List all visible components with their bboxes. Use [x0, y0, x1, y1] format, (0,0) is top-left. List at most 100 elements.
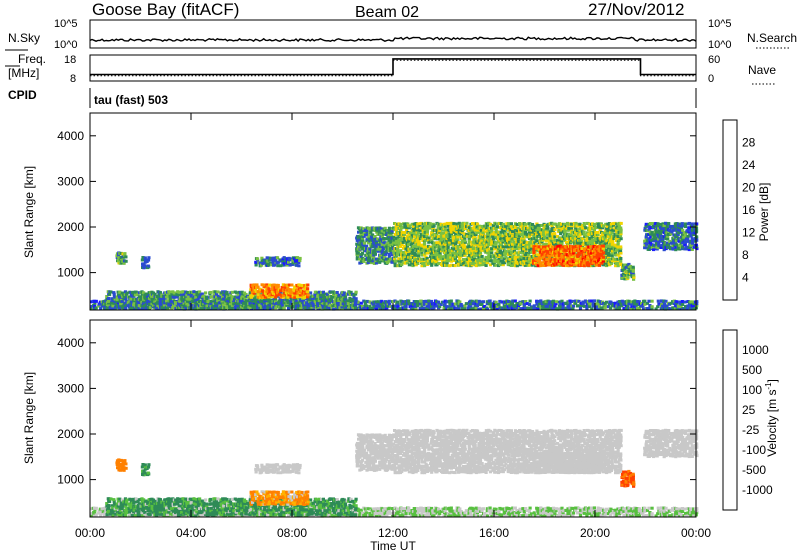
- echo-cell: [477, 255, 481, 259]
- echo-cell: [397, 241, 401, 245]
- echo-cell: [528, 237, 532, 241]
- echo-cell: [119, 297, 124, 301]
- echo-cell: [678, 300, 682, 304]
- echo-cell: [403, 261, 407, 265]
- echo-cell: [177, 293, 181, 297]
- echo-cell: [334, 295, 338, 299]
- echo-cell: [105, 306, 109, 310]
- echo-cell: [546, 226, 550, 230]
- echo-cell: [359, 241, 363, 245]
- echo-cell: [395, 300, 400, 304]
- echo-cell: [290, 283, 294, 287]
- echo-cell: [421, 248, 425, 252]
- echo-cell: [337, 304, 341, 307]
- echo-cell: [419, 234, 424, 238]
- echo-cell: [641, 304, 645, 307]
- echo-cell: [206, 300, 210, 303]
- echo-cell: [444, 243, 448, 246]
- echo-cell: [397, 232, 401, 236]
- echo-cell: [369, 226, 373, 230]
- echo-cell: [374, 257, 378, 261]
- echo-cell: [399, 249, 403, 253]
- echo-cell: [658, 302, 662, 306]
- echo-cell: [409, 243, 414, 247]
- echo-cell: [362, 307, 366, 311]
- echo-cell: [477, 224, 481, 228]
- echo-cell: [355, 255, 359, 259]
- echo-cell: [122, 297, 126, 301]
- echo-cell: [609, 226, 613, 230]
- echo-cell: [543, 242, 547, 246]
- echo-cell: [254, 302, 258, 305]
- echo-cell: [245, 299, 249, 303]
- echo-cell: [559, 222, 564, 226]
- echo-cell: [484, 264, 488, 267]
- echo-cell: [423, 253, 427, 257]
- echo-cell: [630, 306, 634, 310]
- echo-cell: [689, 300, 693, 304]
- echo-cell: [477, 251, 481, 255]
- echo-cell: [485, 302, 489, 306]
- echo-cell: [372, 239, 376, 243]
- echo-cell: [403, 251, 407, 255]
- echo-cell: [327, 299, 331, 303]
- echo-cell: [610, 251, 614, 255]
- echo-cell: [394, 259, 398, 263]
- echo-cell: [293, 295, 297, 299]
- echo-cell: [398, 230, 403, 234]
- echo-cell: [386, 261, 390, 264]
- echo-cell: [383, 252, 387, 256]
- echo-cell: [609, 306, 613, 310]
- echo-cell: [568, 235, 572, 239]
- echo-cell: [607, 261, 611, 265]
- echo-cell: [425, 230, 429, 234]
- echo-cell: [619, 232, 623, 236]
- echo-cell: [469, 232, 473, 236]
- echo-cell: [420, 259, 424, 263]
- echo-cell: [396, 307, 400, 311]
- echo-cell: [462, 228, 466, 231]
- echo-cell: [276, 286, 280, 290]
- echo-cell: [425, 249, 429, 252]
- echo-cell: [414, 307, 418, 311]
- echo-cell: [146, 294, 150, 298]
- echo-cell: [469, 247, 473, 251]
- echo-cell: [465, 225, 469, 229]
- echo-cell: [374, 261, 379, 265]
- echo-cell: [259, 294, 263, 298]
- echo-cell: [645, 307, 649, 310]
- echo-cell: [470, 251, 474, 255]
- echo-cell: [358, 229, 362, 233]
- echo-cell: [470, 262, 475, 265]
- echo-cell: [597, 261, 601, 265]
- echo-cell: [287, 288, 291, 292]
- echo-cell: [523, 263, 527, 267]
- echo-cell: [449, 306, 453, 310]
- echo-cell: [636, 300, 640, 303]
- echo-cell: [532, 249, 536, 253]
- echo-cell: [477, 249, 482, 253]
- echo-cell: [215, 292, 219, 296]
- echo-cell: [501, 234, 505, 238]
- echo-cell: [289, 288, 293, 292]
- echo-cell: [603, 243, 607, 247]
- echo-cell: [454, 232, 458, 236]
- echo-cell: [341, 302, 345, 306]
- echo-cell: [237, 302, 241, 305]
- echo-cell: [287, 306, 291, 310]
- echo-cell: [566, 302, 570, 306]
- echo-cell: [430, 239, 434, 243]
- echo-cell: [463, 253, 467, 257]
- echo-cell: [111, 304, 115, 308]
- echo-cell: [637, 300, 641, 304]
- echo-cell: [335, 299, 339, 303]
- echo-cell: [315, 299, 320, 303]
- echo-cell: [104, 303, 108, 306]
- echo-cell: [558, 300, 562, 304]
- echo-cell: [602, 224, 606, 228]
- echo-cell: [606, 305, 611, 309]
- echo-cell: [240, 290, 244, 294]
- echo-cell: [221, 303, 225, 307]
- echo-cell: [260, 263, 264, 267]
- echo-cell: [567, 222, 571, 226]
